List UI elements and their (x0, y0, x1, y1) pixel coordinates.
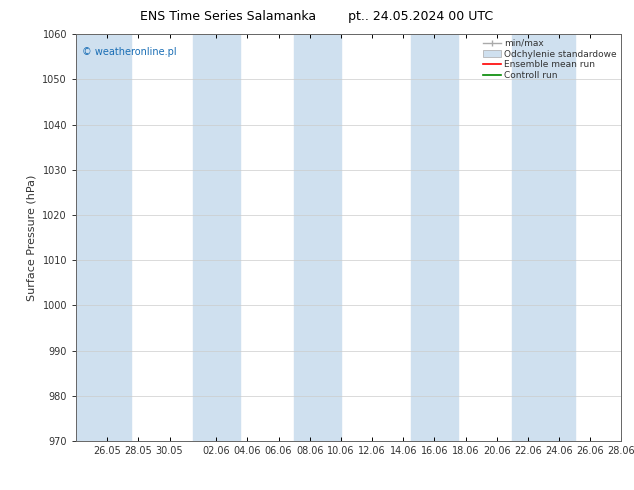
Y-axis label: Surface Pressure (hPa): Surface Pressure (hPa) (27, 174, 37, 301)
Bar (512, 34, 574, 441)
Bar (76, 34, 131, 441)
Legend: min/max, Odchylenie standardowe, Ensemble mean run, Controll run: min/max, Odchylenie standardowe, Ensembl… (481, 37, 619, 82)
Text: © weatheronline.pl: © weatheronline.pl (82, 47, 176, 56)
Bar (411, 34, 458, 441)
Text: ENS Time Series Salamanka        pt.. 24.05.2024 00 UTC: ENS Time Series Salamanka pt.. 24.05.202… (141, 10, 493, 23)
Bar (294, 34, 341, 441)
Bar (193, 34, 240, 441)
